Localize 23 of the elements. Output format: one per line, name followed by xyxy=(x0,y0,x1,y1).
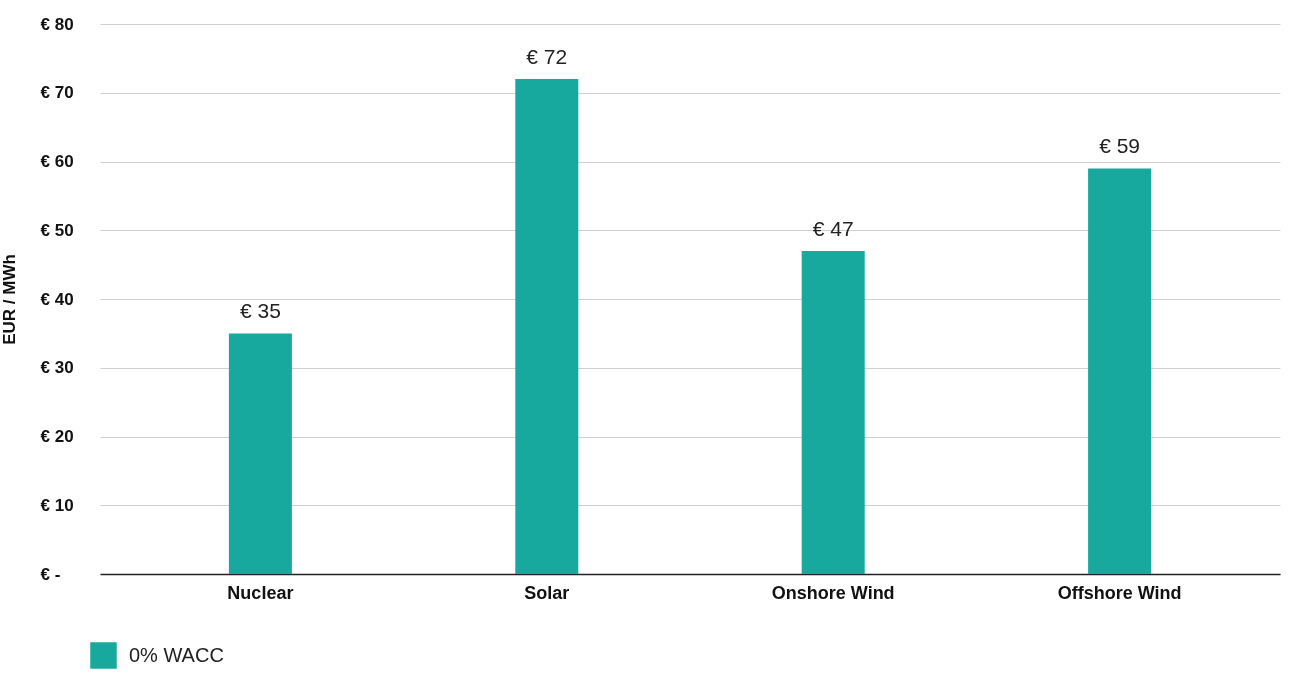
y-tick-label: € 20 xyxy=(40,427,74,446)
x-tick-label: Offshore Wind xyxy=(1057,582,1182,603)
y-tick-label: € 40 xyxy=(40,289,74,309)
y-tick-label: € 80 xyxy=(40,14,74,34)
bar xyxy=(1088,168,1152,574)
legend-label: 0% WACC xyxy=(129,643,224,666)
y-tick-label: € 30 xyxy=(40,358,74,378)
bar xyxy=(515,79,579,574)
x-tick-label: Onshore Wind xyxy=(771,582,895,603)
data-label: € 72 xyxy=(526,45,568,68)
y-tick-label: € 10 xyxy=(40,495,74,515)
y-tick-label: € 50 xyxy=(40,220,74,240)
y-tick-label: € 60 xyxy=(40,152,74,171)
x-tick-label: Nuclear xyxy=(227,582,294,603)
data-label: € 59 xyxy=(1099,134,1141,158)
x-tick-label: Solar xyxy=(524,582,570,603)
y-tick-label: € 70 xyxy=(40,83,74,103)
bar xyxy=(228,333,292,574)
y-tick-label: € - xyxy=(40,564,61,584)
data-label: € 47 xyxy=(812,216,854,240)
y-axis-title: EUR / MWh xyxy=(0,254,19,345)
data-label: € 35 xyxy=(239,299,281,323)
bar xyxy=(801,250,865,574)
